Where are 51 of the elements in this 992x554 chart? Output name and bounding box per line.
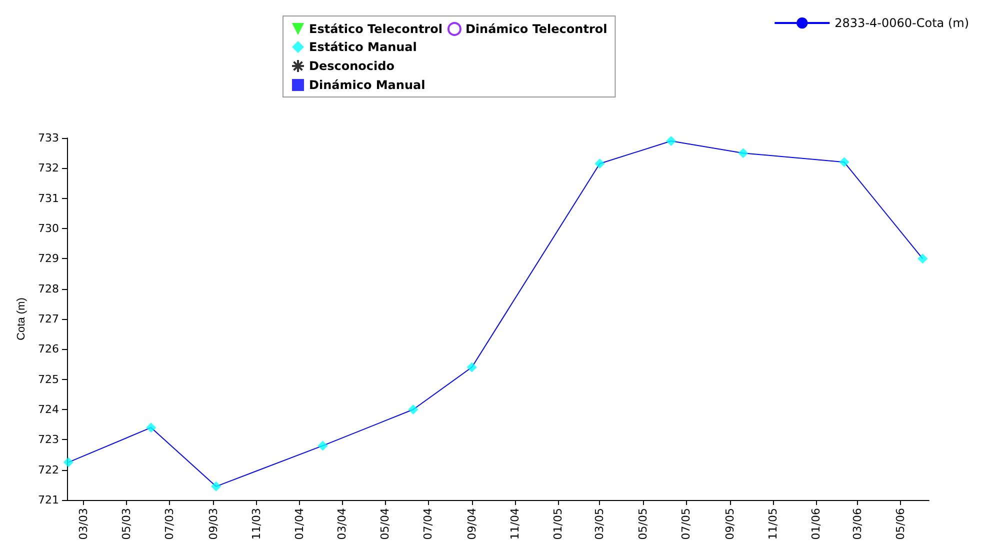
x-tick-label: 03/04 <box>335 508 348 540</box>
y-tick-label: 725 <box>38 372 59 386</box>
x-tick-label: 03/03 <box>76 508 90 540</box>
x-tick-label: 05/05 <box>636 508 650 540</box>
legend-label: Dinámico Manual <box>309 78 426 92</box>
point <box>318 440 328 451</box>
y-tick-label: 723 <box>38 433 59 446</box>
x-tick-label: 07/04 <box>422 508 435 540</box>
x-tick-label: 09/05 <box>723 508 736 540</box>
y-tick-label: 727 <box>38 312 59 326</box>
y-tick-label: 728 <box>38 282 59 296</box>
x-tick-label: 09/04 <box>465 508 478 540</box>
x-tick-label: 03/06 <box>851 508 864 540</box>
y-tick-label: 731 <box>38 192 59 205</box>
point <box>738 148 748 158</box>
x-tick-label: 05/06 <box>894 508 908 540</box>
legend-label: Desconocido <box>309 59 394 73</box>
x-tick-label: 01/05 <box>552 508 565 540</box>
y-axis-title: Cota (m) <box>16 298 28 340</box>
point <box>918 254 928 264</box>
y-tick-label: 732 <box>38 162 59 175</box>
point <box>666 136 676 146</box>
x-tick-label: 07/05 <box>679 508 692 540</box>
point <box>408 404 418 414</box>
x-tick-label: 11/04 <box>508 508 522 540</box>
y-tick-label: 722 <box>38 463 59 476</box>
point <box>466 362 477 372</box>
y-tick-label: 729 <box>38 252 59 266</box>
legend-label: Dinámico Telecontrol <box>465 22 608 36</box>
y-tick-label: 730 <box>38 222 59 235</box>
legend-label: 2833-4-0060-Cota (m) <box>834 16 970 30</box>
point <box>146 422 156 433</box>
y-tick-label: 733 <box>38 132 59 144</box>
y-tick-label: 724 <box>38 403 59 416</box>
x-tick-label: 05/04 <box>378 508 392 540</box>
legend-label: Estático Telecontrol <box>309 22 442 36</box>
x-tick-label: 03/05 <box>593 508 606 540</box>
x-tick-label: 05/03 <box>120 508 133 540</box>
x-tick-label: 09/03 <box>206 508 220 540</box>
x-tick-label: 07/03 <box>162 508 176 540</box>
point <box>594 158 605 169</box>
x-tick-label: 11/05 <box>766 508 780 540</box>
point <box>63 457 74 468</box>
x-tick-label: 01/06 <box>809 508 822 540</box>
x-tick-label: 01/04 <box>292 508 306 540</box>
y-tick-label: 721 <box>38 494 59 506</box>
x-tick-label: 11/03 <box>250 508 263 540</box>
legend-label: Estático Manual <box>309 40 417 54</box>
y-tick-label: 726 <box>38 342 59 356</box>
point <box>839 157 850 168</box>
point <box>211 481 222 492</box>
